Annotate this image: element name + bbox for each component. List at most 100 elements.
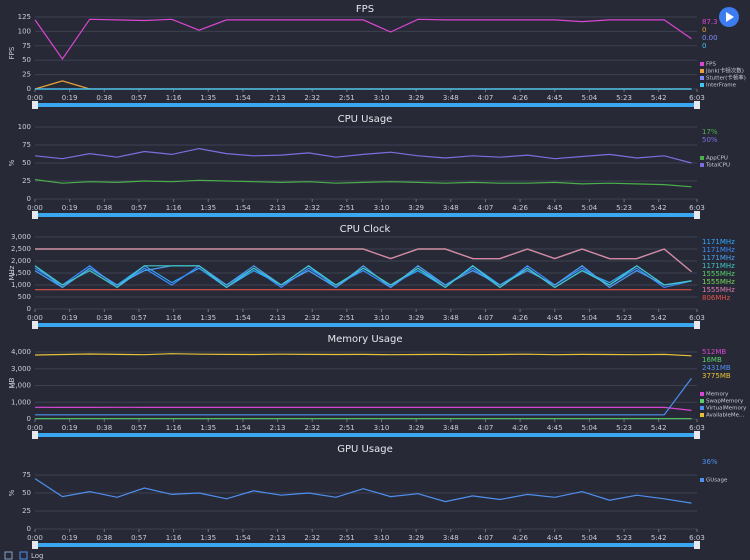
x-tick-label: 0:19 [62, 424, 78, 432]
current-value: 806MHz [702, 294, 731, 302]
x-tick-label: 2:32 [304, 204, 320, 212]
x-tick-label: 4:45 [547, 94, 563, 102]
current-value: 3775MB [702, 372, 731, 380]
current-value: 16MB [702, 356, 722, 364]
x-tick-label: 0:00 [27, 314, 43, 322]
y-tick-label: 25 [22, 177, 31, 185]
slider-handle[interactable] [32, 321, 38, 329]
x-tick-label: 4:26 [512, 204, 528, 212]
slider-handle[interactable] [32, 431, 38, 439]
x-tick-label: 4:26 [512, 534, 528, 542]
x-tick-label: 3:29 [408, 204, 424, 212]
legend-swatch[interactable] [700, 413, 704, 417]
legend-swatch[interactable] [700, 76, 704, 80]
x-tick-label: 3:29 [408, 424, 424, 432]
y-tick-label: 125 [18, 13, 31, 21]
legend-swatch[interactable] [700, 399, 704, 403]
x-tick-label: 2:51 [339, 94, 355, 102]
legend-swatch[interactable] [700, 156, 704, 160]
log-checkbox[interactable] [19, 551, 28, 560]
slider-handle[interactable] [32, 101, 38, 109]
x-tick-label: 0:38 [96, 94, 112, 102]
legend-label: AppCPU [706, 156, 728, 162]
legend-swatch[interactable] [700, 163, 704, 167]
x-tick-label: 3:48 [443, 314, 459, 322]
slider-handle[interactable] [694, 321, 700, 329]
legend-swatch[interactable] [700, 62, 704, 66]
x-tick-label: 5:04 [582, 424, 598, 432]
y-tick-label: 4,000 [11, 348, 31, 356]
x-tick-label: 5:23 [616, 94, 632, 102]
x-tick-label: 3:10 [374, 314, 390, 322]
log-label: Log [31, 552, 44, 560]
x-tick-label: 2:51 [339, 424, 355, 432]
x-tick-label: 0:57 [131, 94, 147, 102]
x-tick-label: 2:32 [304, 424, 320, 432]
y-tick-label: 100 [18, 27, 31, 35]
series-line [34, 265, 692, 289]
x-tick-label: 6:03 [689, 204, 705, 212]
x-tick-label: 0:19 [62, 314, 78, 322]
current-value: 1555MHz [702, 270, 735, 278]
y-tick-label: 0 [27, 415, 31, 423]
y-tick-label: 0 [27, 525, 31, 533]
x-tick-label: 0:57 [131, 534, 147, 542]
slider-handle[interactable] [694, 211, 700, 219]
x-tick-label: 1:16 [166, 424, 182, 432]
legend-swatch[interactable] [700, 406, 704, 410]
slider-handle[interactable] [32, 541, 38, 549]
x-tick-label: 0:00 [27, 204, 43, 212]
x-tick-label: 0:19 [62, 534, 78, 542]
series-line [35, 248, 692, 273]
series-line [34, 147, 692, 164]
legend-swatch[interactable] [700, 478, 704, 482]
series-line [34, 18, 692, 61]
zoom-slider [35, 543, 697, 547]
series-line [34, 353, 692, 357]
y-tick-label: 2,500 [11, 245, 31, 253]
x-tick-label: 2:13 [270, 424, 286, 432]
legend-swatch[interactable] [700, 392, 704, 396]
x-tick-label: 0:19 [62, 94, 78, 102]
x-tick-label: 6:03 [689, 424, 705, 432]
current-value: 1171MHz [702, 246, 735, 254]
legend-swatch[interactable] [700, 69, 704, 73]
y-tick-label: 50 [22, 159, 31, 167]
current-value: 0.00 [702, 34, 718, 42]
y-tick-label: 3,000 [11, 365, 31, 373]
slider-handle[interactable] [694, 101, 700, 109]
chart-title: CPU Clock [340, 224, 391, 235]
x-tick-label: 4:26 [512, 314, 528, 322]
x-tick-label: 1:54 [235, 534, 251, 542]
x-tick-label: 1:35 [200, 314, 216, 322]
x-tick-label: 2:13 [270, 534, 286, 542]
series-line [34, 265, 692, 289]
y-tick-label: 1,000 [11, 281, 31, 289]
x-tick-label: 4:45 [547, 424, 563, 432]
x-tick-label: 2:32 [304, 314, 320, 322]
y-tick-label: 2,000 [11, 382, 31, 390]
legend-swatch[interactable] [700, 83, 704, 87]
x-tick-label: 5:42 [651, 94, 667, 102]
slider-handle[interactable] [694, 541, 700, 549]
y-axis-label: % [8, 159, 16, 166]
legend-label: GUsage [706, 478, 728, 484]
expand-box[interactable] [4, 551, 13, 560]
legend-label: VirtualMemory [706, 406, 747, 412]
slider-handle[interactable] [694, 431, 700, 439]
current-value: 1555MHz [702, 278, 735, 286]
x-tick-label: 0:00 [27, 534, 43, 542]
y-tick-label: 0 [27, 195, 31, 203]
current-value: 50% [702, 136, 718, 144]
x-tick-label: 0:57 [131, 314, 147, 322]
x-tick-label: 4:07 [478, 424, 494, 432]
x-tick-label: 2:51 [339, 534, 355, 542]
x-tick-label: 0:19 [62, 204, 78, 212]
y-tick-label: 25 [22, 71, 31, 79]
x-tick-label: 6:03 [689, 94, 705, 102]
current-value: 1171MHz [702, 238, 735, 246]
x-tick-label: 1:54 [235, 314, 251, 322]
slider-handle[interactable] [32, 211, 38, 219]
y-tick-label: 2,000 [11, 257, 31, 265]
current-value: 0 [702, 26, 706, 34]
